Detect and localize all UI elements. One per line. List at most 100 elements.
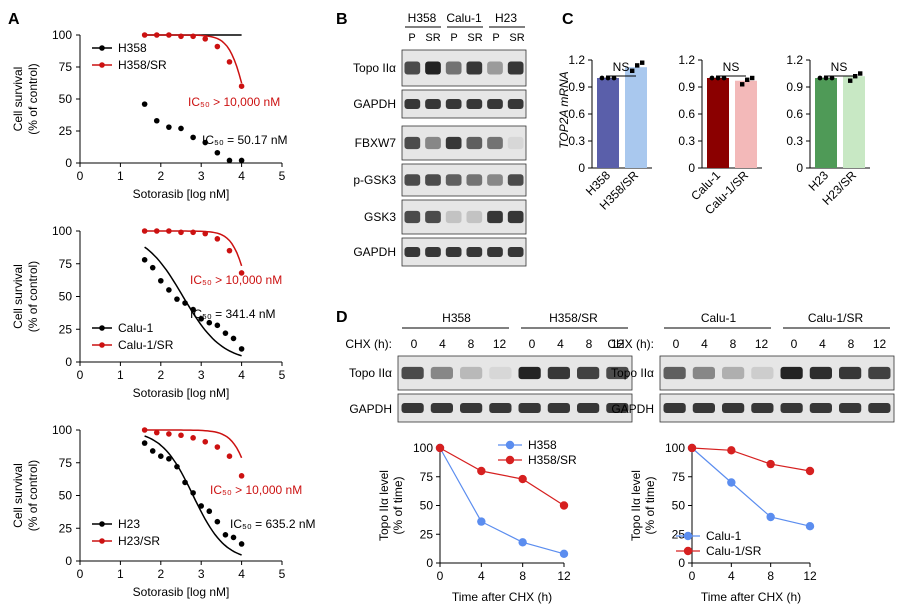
c-point xyxy=(635,63,640,68)
blot-b-row-box xyxy=(401,199,527,235)
x-tick-label: 4 xyxy=(238,368,245,382)
data-point xyxy=(190,490,196,496)
d-y-tick-label: 0 xyxy=(678,556,685,570)
d-series-point xyxy=(559,501,569,510)
data-point xyxy=(214,236,221,242)
data-point xyxy=(141,427,148,433)
data-point xyxy=(174,463,180,470)
blot-b-row-band xyxy=(425,61,441,75)
blot-b-row-label: p-GSK3 xyxy=(353,173,396,187)
d-time-label: 12 xyxy=(755,337,769,351)
d-y-tick-label: 0 xyxy=(426,556,433,570)
blot-b-cell-header: H23 xyxy=(495,11,517,25)
data-point xyxy=(178,432,184,439)
data-point xyxy=(178,33,184,40)
c-bar xyxy=(735,80,757,168)
data-point xyxy=(206,319,213,326)
ic50-resistant-label: IC₅₀ > 10,000 nM xyxy=(188,95,280,109)
blot-b-lane-label: P xyxy=(450,32,457,44)
d-blot-row-band xyxy=(577,402,600,414)
blot-b-row-band xyxy=(487,61,503,75)
data-point xyxy=(214,43,221,50)
blot-b-row-box xyxy=(401,49,527,87)
d-time-label: 8 xyxy=(468,337,475,351)
blot-b-row-band xyxy=(404,136,421,150)
d-series-point xyxy=(727,446,736,455)
blot-b-row-band xyxy=(425,246,441,258)
blot-b-row-box xyxy=(401,89,527,119)
c-point xyxy=(745,77,750,82)
blot-b-row-band xyxy=(404,210,421,224)
d-blot-row-band xyxy=(663,366,686,380)
c-point xyxy=(640,60,645,65)
blot-b-lane-label: SR xyxy=(509,32,524,44)
d-time-label: 0 xyxy=(529,337,536,351)
x-tick-label: 4 xyxy=(238,169,245,183)
d-time-label: 8 xyxy=(730,337,737,351)
d-blot-title: H358/SR xyxy=(549,311,598,325)
x-tick-label: 5 xyxy=(279,368,286,382)
x-tick-label: 1 xyxy=(117,169,124,183)
data-point xyxy=(238,83,245,89)
d-time-label: 4 xyxy=(439,337,446,351)
data-point xyxy=(238,541,245,547)
d-blot-row-band xyxy=(547,402,570,414)
d-time-label: 8 xyxy=(586,337,593,351)
ic50-parental-label: IC₅₀ = 341.4 nM xyxy=(190,307,276,321)
data-point xyxy=(190,306,196,313)
blot-b-row-band xyxy=(507,136,524,150)
blot-b-row-band xyxy=(466,136,483,150)
data-point xyxy=(190,134,196,141)
d-x-tick-label: 4 xyxy=(478,569,485,583)
data-point xyxy=(141,440,148,446)
c-y-axis-label: TOP2A mRNA xyxy=(557,71,571,148)
d-time-label: 4 xyxy=(701,337,708,351)
data-point xyxy=(222,330,229,336)
panel-label-d: D xyxy=(336,309,348,326)
d-blot-row-band xyxy=(460,402,483,414)
ic50-resistant-label: IC₅₀ > 10,000 nM xyxy=(210,483,302,497)
legend-label: H23/SR xyxy=(118,534,160,548)
d-x-tick-label: 4 xyxy=(728,569,735,583)
blot-b-row-label: FBXW7 xyxy=(355,136,397,150)
c-y-tick-label: 0 xyxy=(796,161,803,175)
data-point xyxy=(214,444,221,450)
blot-b-row-label: GAPDH xyxy=(353,97,396,111)
d-x-tick-label: 8 xyxy=(767,569,774,583)
d-series-point xyxy=(477,517,486,526)
data-point xyxy=(230,534,237,541)
d-blot-row-label: GAPDH xyxy=(611,402,654,416)
d-blot-row-band xyxy=(518,366,541,380)
blot-b-row-band xyxy=(425,210,441,224)
data-point xyxy=(166,228,172,234)
y-axis-label: (% of control) xyxy=(26,460,40,531)
d-blot-row-band xyxy=(692,402,715,414)
y-tick-label: 75 xyxy=(59,257,73,271)
data-point xyxy=(238,270,245,276)
data-point xyxy=(141,257,148,263)
d-blot-row-band xyxy=(809,366,832,380)
blot-b-row-band xyxy=(445,98,462,110)
panel-label-b: B xyxy=(336,11,348,28)
data-point xyxy=(198,315,204,322)
d-y-axis-label: Topo IIα level xyxy=(377,470,391,541)
x-tick-label: 4 xyxy=(238,567,245,581)
blot-b-row-band xyxy=(466,210,483,224)
c-y-tick-label: 0.9 xyxy=(568,80,585,94)
c-point xyxy=(858,71,863,76)
d-blot-row-band xyxy=(722,366,745,380)
d-series-point xyxy=(805,466,815,476)
blot-b-row-band xyxy=(507,210,524,224)
data-point xyxy=(190,33,196,40)
y-tick-label: 50 xyxy=(59,489,73,503)
c-y-tick-label: 1.2 xyxy=(678,53,695,67)
d-series-point xyxy=(518,474,527,484)
blot-b-row-label: Topo IIα xyxy=(353,61,396,75)
data-point xyxy=(226,157,233,164)
d-blot-row-label: GAPDH xyxy=(349,402,392,416)
d-time-label: 12 xyxy=(493,337,507,351)
blot-b-row-band xyxy=(487,136,503,150)
y-tick-label: 100 xyxy=(52,224,72,238)
blot-b-row-band xyxy=(466,174,483,186)
